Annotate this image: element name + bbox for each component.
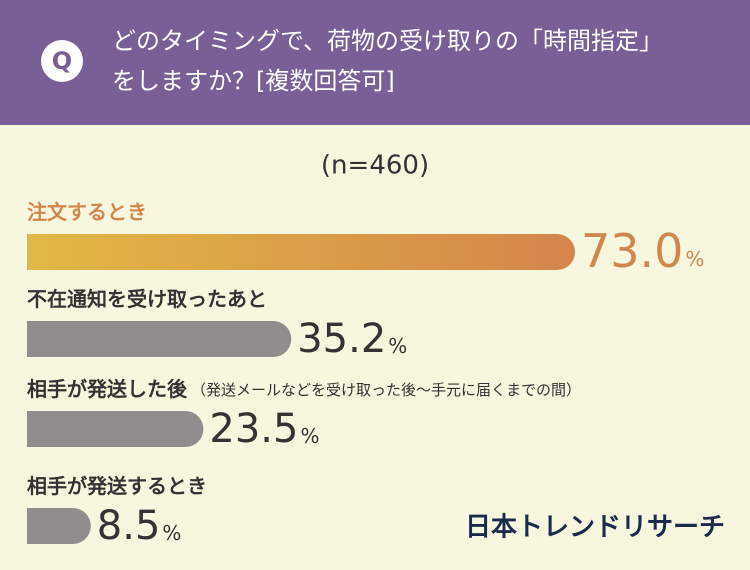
- value-label: 35.2%: [297, 316, 407, 362]
- bar-left-edge: [27, 321, 45, 357]
- category-note: （発送メールなどを受け取った後～手元に届くまでの間）: [191, 381, 581, 399]
- value-number: 8.5: [97, 503, 161, 549]
- value-unit: %: [300, 424, 319, 448]
- value-label: 8.5%: [97, 503, 182, 549]
- subtitle: (n=460): [321, 151, 429, 181]
- header-band: [0, 0, 750, 125]
- category-label: 注文するとき: [27, 200, 147, 224]
- value-unit: %: [162, 521, 181, 545]
- brand: 日本トレンドリサーチ: [465, 513, 725, 543]
- category-label: 相手が発送した後 （発送メールなどを受け取った後～手元に届くまでの間）: [27, 377, 581, 401]
- category-label: 相手が発送するとき: [27, 474, 207, 498]
- value-number: 73.0: [581, 224, 683, 278]
- question-line: どのタイミングで、荷物の受け取りの「時間指定」: [112, 27, 663, 55]
- value-label: 73.0%: [581, 224, 704, 278]
- bar: [27, 321, 292, 357]
- bar-left-edge: [27, 411, 45, 447]
- value-unit: %: [685, 247, 704, 271]
- category-text: 不在通知を受け取ったあと: [27, 287, 267, 311]
- category-label: 不在通知を受け取ったあと: [27, 287, 267, 311]
- bar-left-edge: [27, 234, 45, 270]
- value-label: 23.5%: [209, 406, 319, 452]
- category-text: 相手が発送した後: [27, 377, 188, 401]
- category-text: 注文するとき: [27, 200, 147, 224]
- value-unit: %: [388, 334, 407, 358]
- bar: [27, 234, 575, 270]
- question-line: をしますか？[複数回答可]: [112, 67, 395, 95]
- value-number: 23.5: [209, 406, 298, 452]
- q-badge-text: Q: [52, 47, 72, 75]
- value-number: 35.2: [297, 316, 386, 362]
- bar: [27, 411, 204, 447]
- bar-left-edge: [27, 508, 45, 544]
- category-text: 相手が発送するとき: [27, 474, 207, 498]
- q-badge: [41, 40, 83, 82]
